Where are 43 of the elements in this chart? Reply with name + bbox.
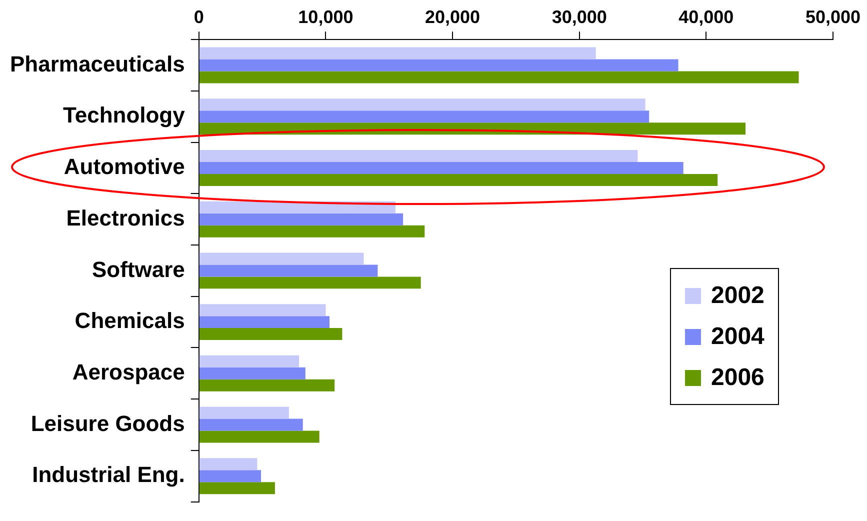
legend-label: 2006 xyxy=(711,364,764,392)
x-tick-label: 40,000 xyxy=(678,6,734,27)
x-tick-label: 30,000 xyxy=(552,6,607,27)
y-tick-label: Leisure Goods xyxy=(30,410,185,436)
bar xyxy=(199,430,320,443)
x-tick-label: 10,000 xyxy=(298,6,354,27)
bar xyxy=(199,304,326,316)
bar xyxy=(199,316,330,328)
bar xyxy=(199,59,678,72)
bar xyxy=(199,328,342,340)
y-tick-label: Automotive xyxy=(64,154,185,180)
bar xyxy=(199,367,306,380)
bar xyxy=(199,470,262,482)
y-tick-label: Chemicals xyxy=(74,308,185,334)
bar xyxy=(199,482,275,494)
bar xyxy=(199,47,596,60)
y-tick-label: Software xyxy=(92,256,185,282)
bar xyxy=(199,110,650,123)
bar xyxy=(199,458,258,470)
legend-label: 2002 xyxy=(711,282,764,310)
bar xyxy=(199,174,718,186)
y-tick-label: Pharmaceuticals xyxy=(10,51,185,76)
y-tick-label: Electronics xyxy=(66,205,185,230)
x-tick-label: 0 xyxy=(194,6,204,27)
bar xyxy=(199,355,300,368)
bar xyxy=(199,98,646,111)
bar xyxy=(199,225,425,238)
bar xyxy=(199,252,364,265)
y-tick-label: Industrial Eng. xyxy=(32,462,185,488)
bar xyxy=(199,213,404,226)
bar xyxy=(199,276,421,289)
legend-label: 2004 xyxy=(711,322,764,350)
x-tick-label: 50,000 xyxy=(805,6,861,27)
bar xyxy=(199,150,638,162)
bar xyxy=(199,418,303,431)
x-tick-label: 20,000 xyxy=(424,6,480,27)
y-tick-label: Aerospace xyxy=(72,359,185,384)
bar xyxy=(199,406,289,419)
bar xyxy=(199,162,684,174)
bar xyxy=(199,71,799,84)
bar xyxy=(199,264,378,277)
bar xyxy=(199,379,335,392)
y-tick-label: Technology xyxy=(63,102,186,128)
